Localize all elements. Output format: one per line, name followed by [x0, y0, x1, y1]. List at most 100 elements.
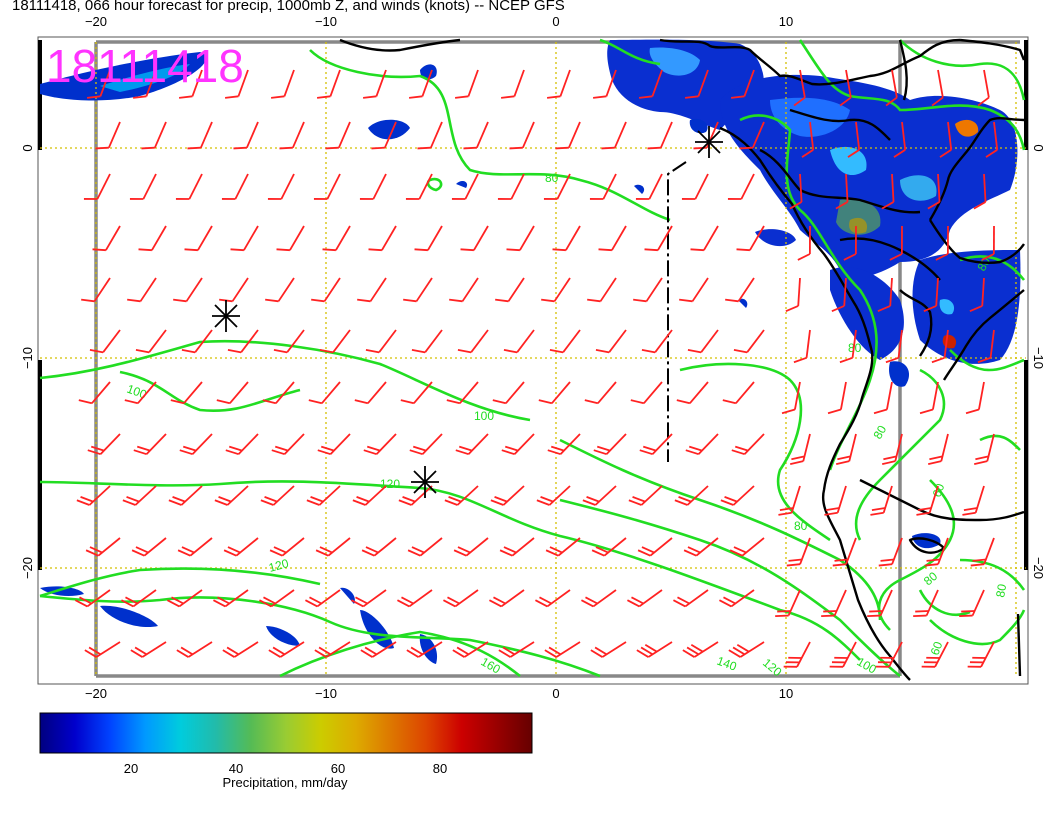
wind-barb — [592, 69, 617, 99]
map-title: 18111418, 066 hour forecast for precip, … — [12, 0, 565, 14]
wind-barb — [362, 69, 387, 99]
wind-barb — [893, 121, 907, 158]
wind-barb — [637, 537, 673, 557]
wind-barb — [501, 433, 535, 456]
wind-barb — [801, 121, 815, 158]
wind-barb — [536, 485, 571, 506]
wind-barb — [781, 381, 801, 415]
wind-barb — [790, 433, 811, 466]
wind-barb — [497, 173, 525, 200]
wind-barb — [882, 433, 903, 466]
wind-barb — [168, 485, 203, 506]
wind-barb — [847, 121, 861, 158]
wind-barb — [414, 225, 443, 252]
wind-barb — [460, 225, 489, 252]
wind-barb — [821, 589, 847, 618]
contour-label: 80 — [848, 341, 862, 355]
colorbar-tick: 20 — [124, 761, 138, 776]
wind-barb — [259, 589, 295, 608]
contour-label: 60 — [930, 481, 948, 499]
wind-barb — [451, 173, 479, 200]
wind-barb — [368, 225, 397, 252]
wind-barb — [87, 433, 121, 456]
wind-barb — [503, 329, 535, 354]
wind-barb — [647, 121, 673, 150]
wind-barb — [308, 381, 341, 405]
wind-barb — [543, 173, 571, 200]
wind-barb — [95, 121, 121, 150]
contour-label: 80 — [794, 519, 808, 533]
wind-barb — [881, 173, 895, 210]
wind-barb — [731, 433, 765, 456]
wind-barb — [875, 641, 903, 668]
wind-barb — [360, 641, 397, 658]
wind-barb — [260, 485, 295, 506]
wind-barb — [835, 173, 849, 210]
asterisk-icon — [212, 300, 240, 332]
wind-barb — [325, 121, 351, 150]
wind-barb — [306, 485, 341, 506]
colorbar — [40, 713, 532, 753]
contour-label: 80 — [993, 583, 1009, 599]
wind-barb — [736, 225, 765, 252]
tick-label: 0 — [552, 14, 559, 29]
wind-barb — [315, 537, 351, 557]
tick-label: 0 — [1031, 144, 1046, 151]
wind-barb — [924, 537, 949, 567]
wind-barb — [725, 277, 755, 303]
right-axis: 0 −10 −20 — [1031, 144, 1046, 579]
wind-barb — [268, 641, 305, 658]
wind-barb — [555, 121, 581, 150]
wind-barb — [590, 641, 627, 658]
wind-barb — [489, 589, 525, 608]
wind-barb — [317, 433, 351, 456]
wind-barb — [970, 537, 995, 567]
tick-label: −20 — [85, 14, 107, 29]
wind-barb — [138, 225, 167, 252]
wind-barb — [584, 381, 617, 405]
wind-barb — [928, 433, 949, 466]
wind-barb — [733, 329, 765, 354]
wind-barb — [408, 69, 433, 99]
wind-barb — [687, 329, 719, 354]
contour-label: 80 — [974, 255, 993, 274]
wind-barb — [409, 433, 443, 456]
wind-barb — [877, 277, 893, 312]
wind-barb — [221, 173, 249, 200]
wind-barb — [86, 69, 111, 99]
wind-barb — [977, 69, 990, 107]
wind-barb — [269, 537, 305, 557]
wind-barb — [76, 485, 111, 506]
wind-barb — [913, 589, 939, 618]
wind-barb — [443, 589, 479, 608]
frame-edge-marks — [38, 40, 1028, 570]
wind-barb — [959, 589, 985, 618]
wind-barb — [78, 381, 111, 405]
wind-barb — [977, 329, 995, 364]
wind-barb — [793, 329, 811, 364]
wind-barb — [141, 121, 167, 150]
wind-barb — [352, 485, 387, 506]
wind-barb — [227, 329, 259, 354]
wind-barb — [271, 433, 305, 456]
wind-barb — [839, 69, 852, 107]
wind-barb — [985, 121, 999, 158]
wind-barb — [635, 173, 663, 200]
wind-barb — [601, 121, 627, 150]
contour-label: 160 — [479, 654, 504, 676]
wind-barb — [85, 537, 121, 557]
wind-barb — [233, 121, 259, 150]
wind-barb — [224, 69, 249, 99]
wind-barb — [407, 537, 443, 557]
contour-label: 80 — [921, 569, 940, 589]
wind-barb — [446, 381, 479, 405]
wind-barb — [132, 69, 157, 99]
wind-barb — [638, 69, 663, 99]
tick-label: −10 — [1031, 347, 1046, 369]
wind-barb — [363, 433, 397, 456]
wind-barb — [690, 225, 719, 252]
asterisk-icon — [411, 466, 439, 498]
wind-barb — [351, 589, 387, 608]
wind-barb — [962, 485, 985, 516]
